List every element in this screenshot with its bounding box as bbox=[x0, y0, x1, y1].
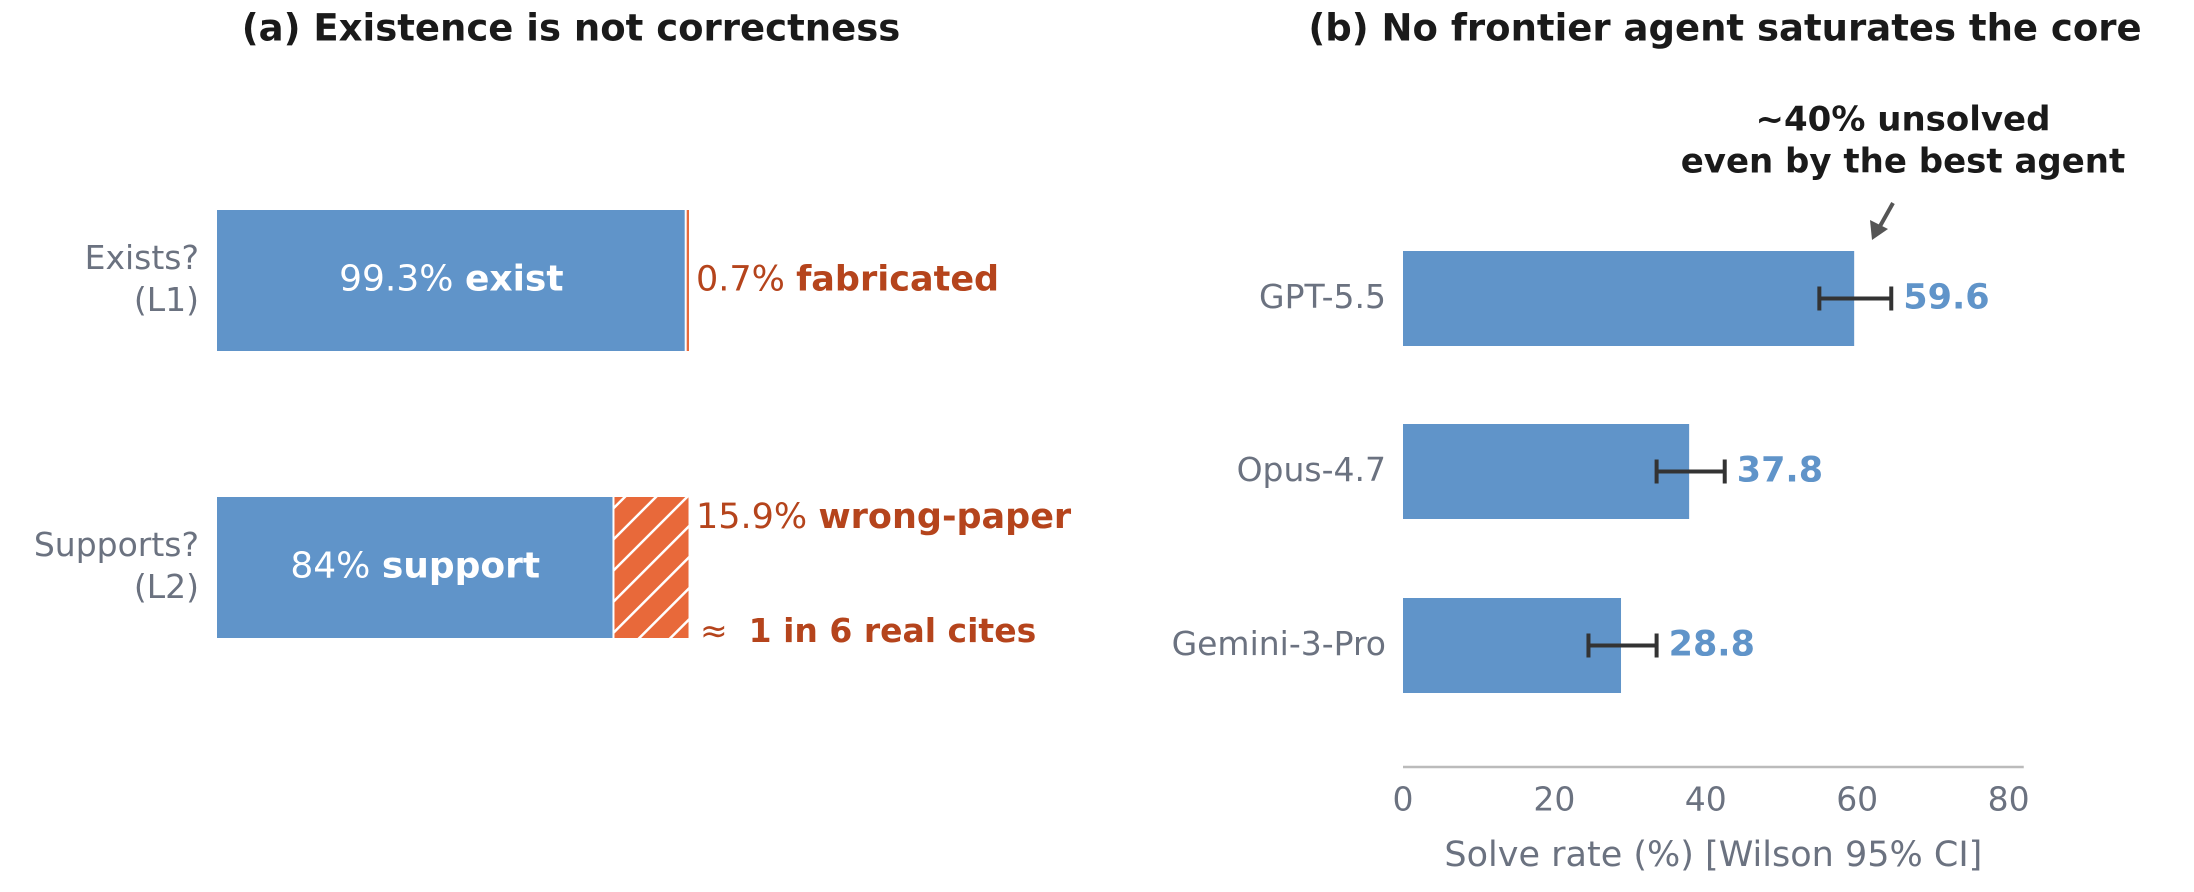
value-label: 59.6 bbox=[1903, 278, 1989, 318]
value-label: 37.8 bbox=[1737, 451, 1823, 491]
side-label: 15.9% wrong-paper bbox=[696, 497, 1072, 537]
y-tick-label: Supports? bbox=[34, 525, 199, 564]
y-tick-label: (L2) bbox=[134, 567, 199, 606]
annotation: ~40% unsolved bbox=[1756, 100, 2051, 140]
y-tick-label: (L1) bbox=[134, 280, 199, 319]
x-tick-label: 20 bbox=[1533, 780, 1575, 819]
bar-segment bbox=[217, 497, 614, 638]
value-label: 99.3% bbox=[339, 259, 453, 300]
value-label: 15.9% bbox=[696, 497, 807, 537]
y-tick-label: Exists? bbox=[85, 238, 199, 277]
hatch bbox=[613, 497, 689, 638]
value-label: 28.8 bbox=[1669, 625, 1755, 665]
bar-label: 99.3% exist bbox=[339, 259, 563, 300]
y-tick-label: GPT-5.5 bbox=[1259, 277, 1386, 316]
segment-name: wrong-paper bbox=[818, 497, 1072, 537]
annotation-prefix: ≈ bbox=[700, 611, 728, 650]
bar bbox=[1403, 251, 1855, 346]
chart-title: (b) No frontier agent saturates the core bbox=[1308, 7, 2141, 50]
bar bbox=[1403, 598, 1622, 693]
annotation-arrowhead bbox=[1870, 220, 1888, 240]
chart-title: (a) Existence is not correctness bbox=[242, 7, 901, 50]
segment-name: fabricated bbox=[796, 260, 999, 300]
segment-name: exist bbox=[465, 259, 564, 300]
x-axis-label: Solve rate (%) [Wilson 95% CI] bbox=[1444, 835, 1982, 875]
bar-label: 84% support bbox=[290, 546, 540, 587]
y-tick-label: Gemini-3-Pro bbox=[1172, 624, 1386, 663]
x-tick-label: 40 bbox=[1685, 780, 1727, 819]
bar-segment bbox=[685, 210, 689, 351]
value-label: 0.7% bbox=[696, 260, 785, 300]
x-tick-label: 80 bbox=[1988, 780, 2030, 819]
annotation: even by the best agent bbox=[1681, 142, 2126, 182]
side-label: 0.7% fabricated bbox=[696, 260, 999, 300]
annotation-arrow bbox=[1877, 202, 1895, 229]
annotation: ≈ 1 in 6 real cites bbox=[700, 611, 1036, 650]
annotation-text: 1 in 6 real cites bbox=[749, 611, 1037, 650]
bar bbox=[1403, 424, 1690, 519]
bar-segment bbox=[217, 210, 686, 351]
segment-name: support bbox=[382, 546, 540, 587]
x-tick-label: 0 bbox=[1393, 780, 1414, 819]
value-label: 84% bbox=[290, 546, 370, 587]
y-tick-label: Opus-4.7 bbox=[1237, 450, 1386, 489]
x-tick-label: 60 bbox=[1836, 780, 1878, 819]
